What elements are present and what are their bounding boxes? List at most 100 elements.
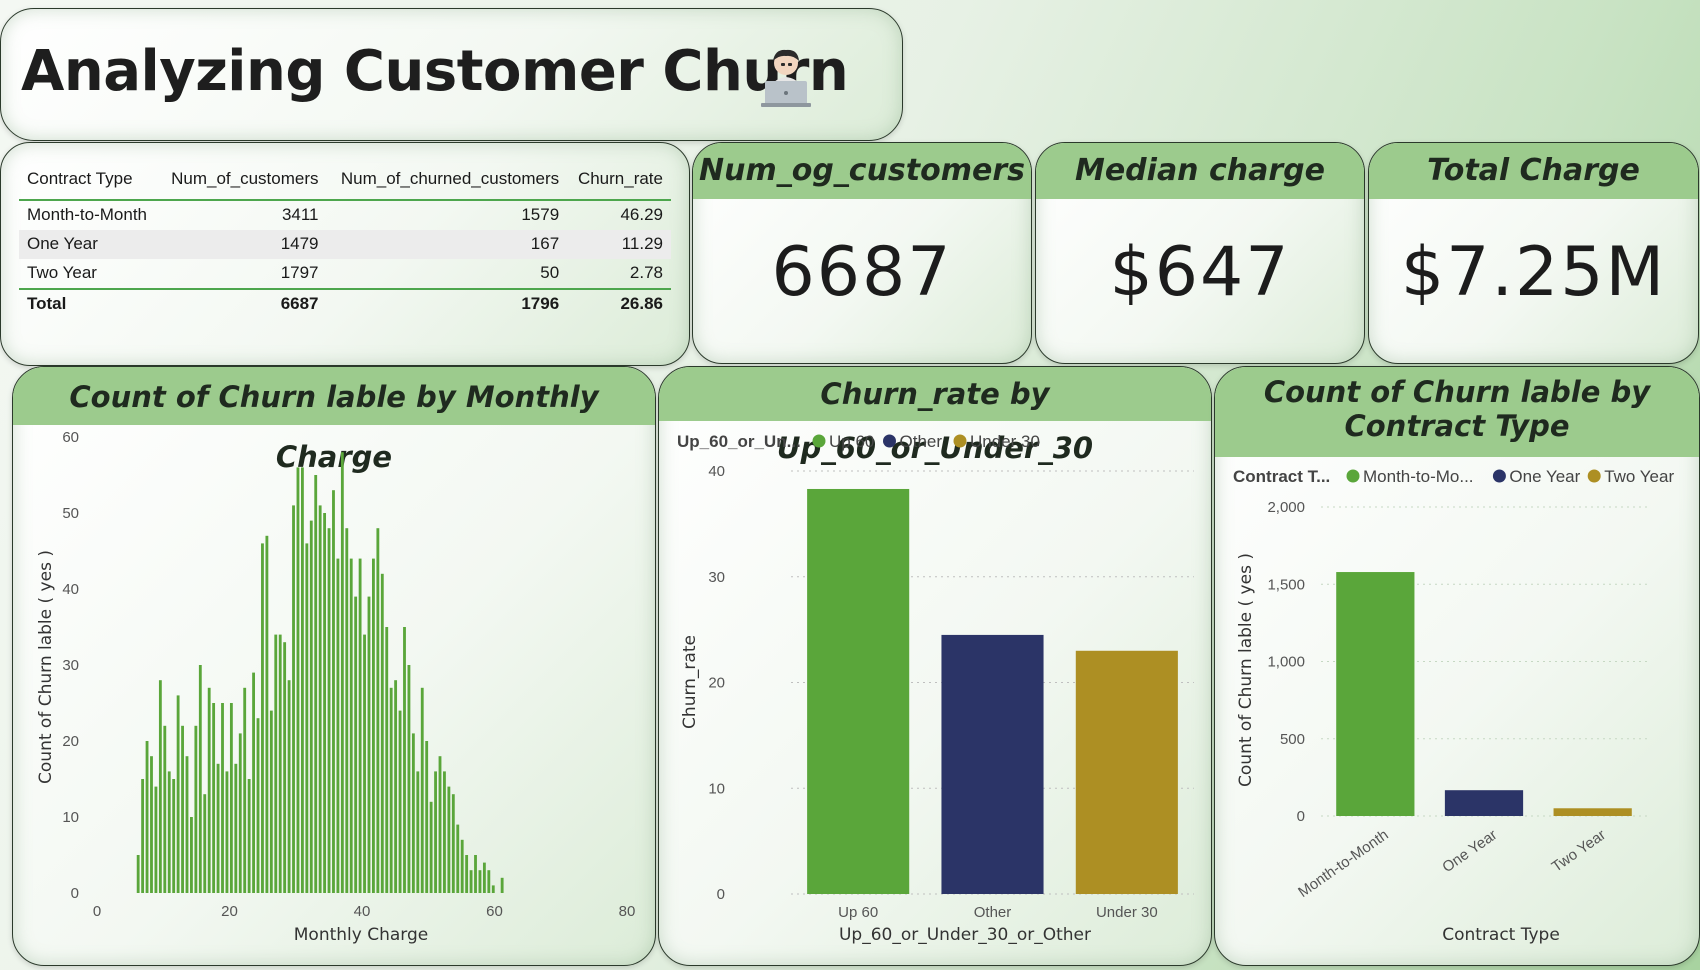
histogram-bar[interactable] [176,695,180,893]
histogram-bar[interactable] [238,733,242,893]
histogram-bar[interactable] [469,870,473,893]
histogram-bar[interactable] [150,756,153,893]
histogram-bar[interactable] [385,627,389,893]
histogram-bar[interactable] [474,855,477,893]
histogram-bar[interactable] [212,703,216,893]
histogram-bar[interactable] [336,558,340,893]
histogram-bar[interactable] [145,741,149,893]
histogram-bar[interactable] [363,634,366,893]
bar[interactable] [1336,572,1415,816]
column-header[interactable]: Num_of_customers [158,161,327,201]
table-row[interactable]: One Year 1479 167 11.29 [19,230,671,259]
histogram-bar[interactable] [136,855,140,893]
histogram-bar[interactable] [456,824,460,893]
column-header[interactable]: Contract Type [19,161,159,201]
histogram-bar[interactable] [482,862,486,893]
histogram-bar[interactable] [190,817,193,893]
bar[interactable] [1553,808,1632,816]
legend-item[interactable]: One Year [1509,467,1580,486]
legend-item[interactable]: Two Year [1604,467,1674,486]
histogram-bar[interactable] [163,725,167,893]
histogram-bar[interactable] [345,528,349,893]
histogram-bar[interactable] [261,543,264,893]
histogram-bar[interactable] [318,505,322,893]
legend-item[interactable]: Other [900,432,943,451]
histogram-bar[interactable] [332,490,335,893]
histogram-bar[interactable] [167,771,171,893]
legend-item[interactable]: Up 60 [829,432,874,451]
histogram-bar[interactable] [185,756,189,893]
legend-item[interactable]: Month-to-Mo... [1363,467,1474,486]
histogram-bar[interactable] [420,687,424,893]
histogram-bar[interactable] [292,505,295,893]
histogram-bar[interactable] [460,839,464,893]
histogram-bar[interactable] [491,885,495,893]
histogram-bar[interactable] [265,535,269,893]
table-row[interactable]: Month-to-Month 3411 1579 46.29 [19,200,671,230]
histogram-bar[interactable] [172,779,176,893]
histogram-bar[interactable] [283,642,287,893]
histogram-bar[interactable] [380,573,384,893]
histogram-bar[interactable] [500,877,504,893]
histogram-bar[interactable] [154,786,158,893]
histogram-bar[interactable] [198,665,202,893]
histogram-bar[interactable] [207,687,211,893]
histogram-bar[interactable] [434,771,437,893]
bar[interactable] [1444,790,1524,816]
histogram-bar[interactable] [429,801,433,893]
bar[interactable] [807,488,910,894]
histogram-bar[interactable] [407,665,411,893]
table-row[interactable]: Two Year 1797 50 2.78 [19,259,671,289]
histogram-bar[interactable] [221,703,224,893]
legend-item[interactable]: Under 30 [970,432,1040,451]
histogram-bar[interactable] [314,475,318,893]
histogram-bar[interactable] [425,741,429,893]
histogram-bar[interactable] [398,710,402,893]
histogram-bar[interactable] [389,687,393,893]
histogram-bar[interactable] [256,718,260,893]
histogram-bar[interactable] [487,870,491,893]
histogram-bar[interactable] [443,771,446,893]
histogram-bar[interactable] [300,467,304,893]
histogram-bar[interactable] [296,467,300,893]
histogram-bar[interactable] [403,627,406,893]
histogram-bar[interactable] [327,528,331,893]
histogram-bar[interactable] [349,558,353,893]
histogram-bar[interactable] [354,596,358,893]
histogram-bar[interactable] [411,733,415,893]
bar[interactable] [941,634,1044,894]
bar[interactable] [1075,650,1178,894]
histogram-bar[interactable] [323,513,327,893]
histogram-bar[interactable] [478,870,482,893]
histogram-bar[interactable] [305,543,309,893]
histogram-bar[interactable] [465,855,469,893]
histogram-bar[interactable] [229,703,233,893]
histogram-bar[interactable] [376,528,380,893]
histogram-bar[interactable] [438,756,442,893]
histogram-bar[interactable] [372,558,375,893]
histogram-bar[interactable] [269,710,273,893]
column-header[interactable]: Churn_rate [567,161,671,201]
histogram-bar[interactable] [274,634,278,893]
histogram-bar[interactable] [394,680,398,893]
histogram-bar[interactable] [367,596,371,893]
histogram-bar[interactable] [225,771,229,893]
histogram-bar[interactable] [340,452,344,893]
histogram-bar[interactable] [278,634,282,893]
histogram-bar[interactable] [141,779,145,893]
histogram-bar[interactable] [451,794,455,893]
histogram-bar[interactable] [158,680,162,893]
histogram-bar[interactable] [252,672,255,893]
histogram-bar[interactable] [243,687,247,893]
histogram-bar[interactable] [234,763,238,893]
histogram-bar[interactable] [247,779,251,893]
histogram-bar[interactable] [309,520,313,893]
histogram-bar[interactable] [358,558,362,893]
histogram-bar[interactable] [194,725,198,893]
column-header[interactable]: Num_of_churned_customers [326,161,568,201]
histogram-bar[interactable] [447,786,451,893]
histogram-bar[interactable] [287,680,291,893]
histogram-bar[interactable] [416,771,420,893]
histogram-bar[interactable] [203,794,207,893]
histogram-bar[interactable] [216,763,220,893]
